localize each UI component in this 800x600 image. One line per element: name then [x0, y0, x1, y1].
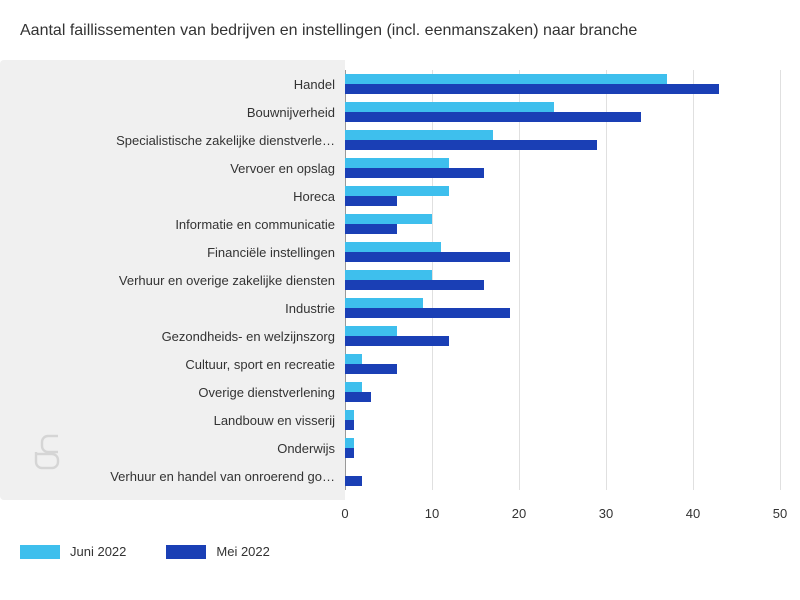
bar-series-0: [345, 298, 423, 308]
category-label: Bouwnijverheid: [0, 98, 345, 126]
legend-item: Juni 2022: [20, 544, 126, 559]
bar-group: [345, 322, 780, 350]
bar-series-1: [345, 112, 641, 122]
bar-group: [345, 406, 780, 434]
bar-series-0: [345, 326, 397, 336]
bar-series-1: [345, 476, 362, 486]
bar-group: [345, 266, 780, 294]
category-label: Vervoer en opslag: [0, 154, 345, 182]
x-tick-label: 30: [599, 506, 613, 521]
bar-group: [345, 210, 780, 238]
bar-series-1: [345, 308, 510, 318]
chart-area: HandelBouwnijverheidSpecialistische zake…: [0, 60, 780, 500]
bar-group: [345, 350, 780, 378]
bar-group: [345, 126, 780, 154]
bar-series-0: [345, 438, 354, 448]
bar-series-0: [345, 354, 362, 364]
x-tick-label: 0: [341, 506, 348, 521]
category-label: Gezondheids- en welzijnszorg: [0, 322, 345, 350]
bar-group: [345, 98, 780, 126]
legend-item: Mei 2022: [166, 544, 269, 559]
bar-series-1: [345, 420, 354, 430]
bar-series-0: [345, 130, 493, 140]
bar-series-1: [345, 168, 484, 178]
bar-group: [345, 378, 780, 406]
bar-series-1: [345, 336, 449, 346]
bar-series-1: [345, 140, 597, 150]
x-axis: 01020304050: [345, 506, 780, 524]
bar-series-0: [345, 186, 449, 196]
bar-group: [345, 294, 780, 322]
legend-swatch: [20, 545, 60, 559]
category-label: Industrie: [0, 294, 345, 322]
bar-group: [345, 238, 780, 266]
category-label: Handel: [0, 70, 345, 98]
bar-series-0: [345, 382, 362, 392]
bar-series-1: [345, 448, 354, 458]
bar-group: [345, 434, 780, 462]
legend-label: Mei 2022: [216, 544, 269, 559]
bar-series-1: [345, 392, 371, 402]
category-label: Financiële instellingen: [0, 238, 345, 266]
x-tick-label: 40: [686, 506, 700, 521]
bar-series-0: [345, 158, 449, 168]
bar-series-1: [345, 84, 719, 94]
chart-title: Aantal faillissementen van bedrijven en …: [20, 20, 780, 42]
category-labels-panel: HandelBouwnijverheidSpecialistische zake…: [0, 60, 345, 500]
bar-series-0: [345, 270, 432, 280]
bar-group: [345, 70, 780, 98]
bar-series-1: [345, 224, 397, 234]
legend-label: Juni 2022: [70, 544, 126, 559]
category-label: Overige dienstverlening: [0, 378, 345, 406]
bar-series-1: [345, 252, 510, 262]
bar-series-0: [345, 242, 441, 252]
bar-group: [345, 154, 780, 182]
category-label: Horeca: [0, 182, 345, 210]
category-label: Verhuur en overige zakelijke diensten: [0, 266, 345, 294]
category-label: Informatie en communicatie: [0, 210, 345, 238]
cbs-logo: [30, 430, 64, 470]
x-tick-label: 50: [773, 506, 787, 521]
bar-series-0: [345, 214, 432, 224]
bar-group: [345, 462, 780, 490]
bar-series-1: [345, 364, 397, 374]
bar-series-1: [345, 280, 484, 290]
bar-series-0: [345, 74, 667, 84]
bar-series-1: [345, 196, 397, 206]
bar-series-0: [345, 410, 354, 420]
bar-series-0: [345, 102, 554, 112]
gridline: [780, 70, 781, 490]
x-tick-label: 10: [425, 506, 439, 521]
legend-swatch: [166, 545, 206, 559]
bars-panel: [345, 60, 780, 500]
bar-group: [345, 182, 780, 210]
category-label: Specialistische zakelijke dienstverle…: [0, 126, 345, 154]
category-label: Cultuur, sport en recreatie: [0, 350, 345, 378]
legend: Juni 2022 Mei 2022: [20, 544, 780, 559]
x-tick-label: 20: [512, 506, 526, 521]
